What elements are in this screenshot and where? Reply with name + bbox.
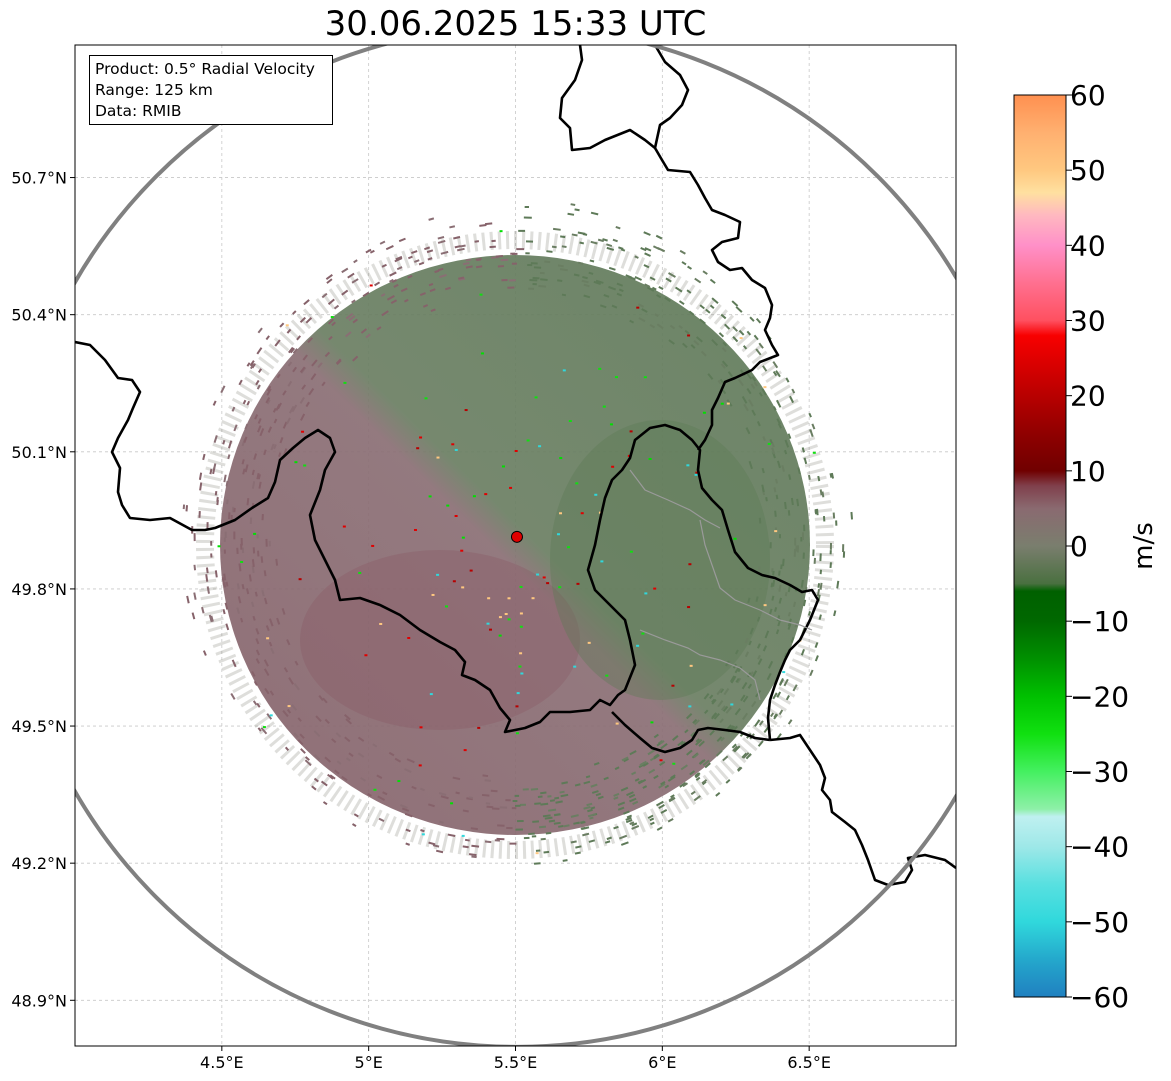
lon-tick-label: 4.5°E: [200, 1053, 244, 1072]
radar-site-marker: [510, 530, 523, 543]
colorbar-tick-label: 50: [1070, 154, 1106, 187]
lat-tick-label: 49.5°N: [11, 717, 67, 736]
lat-tick-label: 50.1°N: [11, 443, 67, 462]
colorbar-tick-label: 30: [1070, 305, 1106, 338]
map-title: 30.06.2025 15:33 UTC: [324, 4, 707, 44]
latitude-axis: 48.9°N 49.2°N 49.5°N 49.8°N 50.1°N 50.4°N 50.7…: [11, 169, 75, 1010]
longitude-axis: 4.5°E 5°E 5.5°E 6°E 6.5°E: [200, 1046, 831, 1072]
lon-tick-label: 5.5°E: [494, 1053, 538, 1072]
colorbar-tick-label: −20: [1070, 680, 1129, 713]
colorbar-tick-label: 20: [1070, 380, 1106, 413]
radar-echoes: [182, 203, 854, 865]
colorbar-tick-label: 10: [1070, 455, 1106, 488]
colorbar-tick-label: −60: [1070, 981, 1129, 1014]
colorbar-tick-label: −50: [1070, 906, 1129, 939]
colorbar-tick-label: 0: [1070, 530, 1088, 563]
colorbar-tick-label: −40: [1070, 831, 1129, 864]
lat-tick-label: 48.9°N: [11, 991, 67, 1010]
colorbar-tick-label: 60: [1070, 79, 1106, 112]
colorbar-ticks: 60 50 40 30 20 10 0 −10 −20 −30 −40 −50 −60: [1066, 79, 1129, 1014]
colorbar-gradient: [1013, 94, 1067, 998]
colorbar-tick-label: −10: [1070, 605, 1129, 638]
lat-tick-label: 49.2°N: [11, 854, 67, 873]
lon-tick-label: 6.5°E: [787, 1053, 831, 1072]
colorbar-tick-label: −30: [1070, 756, 1129, 789]
country-borders: [75, 45, 956, 887]
colorbar-label: m/s: [1129, 522, 1159, 570]
product-info-box: Product: 0.5° Radial Velocity Range: 125…: [89, 55, 333, 125]
lon-tick-label: 5°E: [355, 1053, 383, 1072]
lon-tick-label: 6°E: [648, 1053, 676, 1072]
lat-tick-label: 49.8°N: [11, 580, 67, 599]
region-borders: [629, 469, 813, 701]
lat-tick-label: 50.4°N: [11, 306, 67, 325]
colorbar: 60 50 40 30 20 10 0 −10 −20 −30 −40 −50 −60 m/s: [1013, 79, 1159, 1014]
data-source-label: Data: RMIB: [95, 102, 182, 120]
lat-tick-label: 50.7°N: [11, 169, 67, 188]
colorbar-tick-label: 40: [1070, 229, 1106, 262]
range-label: Range: 125 km: [95, 81, 213, 99]
product-label: Product: 0.5° Radial Velocity: [95, 60, 315, 78]
